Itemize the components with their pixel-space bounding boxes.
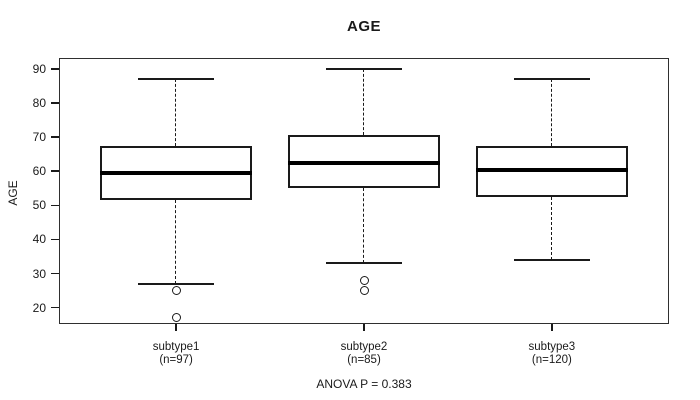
whisker-stem-lower bbox=[175, 200, 177, 284]
y-tick-mark bbox=[51, 136, 59, 138]
whisker-cap-lower bbox=[513, 258, 590, 261]
median-line bbox=[100, 170, 253, 175]
y-tick-mark bbox=[51, 204, 59, 207]
outlier-point bbox=[171, 313, 181, 323]
whisker-cap-lower bbox=[326, 262, 402, 265]
y-tick-mark bbox=[51, 272, 59, 275]
x-group-label: subtype1 bbox=[152, 341, 200, 353]
y-tick-label: 20 bbox=[32, 300, 46, 315]
whisker-cap-upper bbox=[138, 78, 215, 81]
median-line bbox=[475, 167, 628, 172]
whisker-cap-upper bbox=[513, 78, 590, 81]
whisker-stem-upper bbox=[551, 79, 553, 146]
y-tick-label: 80 bbox=[32, 96, 46, 110]
y-tick-mark bbox=[51, 170, 59, 172]
whisker-cap-upper bbox=[326, 67, 402, 70]
x-group-sublabel: (n=120) bbox=[531, 354, 572, 366]
chart-title: AGE bbox=[346, 18, 381, 35]
whisker-stem-upper bbox=[363, 68, 365, 136]
y-tick-mark bbox=[51, 238, 59, 241]
outlier-point bbox=[359, 275, 369, 285]
x-group-sublabel: (n=97) bbox=[159, 354, 193, 366]
whisker-stem-lower bbox=[363, 188, 365, 264]
median-line bbox=[288, 160, 440, 165]
whisker-stem-upper bbox=[175, 79, 177, 146]
x-group-sublabel: (n=85) bbox=[347, 354, 381, 366]
x-group-label: subtype3 bbox=[528, 341, 576, 353]
y-tick-label: 70 bbox=[32, 130, 46, 145]
y-tick-label: 50 bbox=[32, 198, 46, 213]
x-tick-mark bbox=[551, 324, 553, 331]
outlier-point bbox=[171, 286, 181, 296]
outlier-point bbox=[359, 286, 369, 296]
y-tick-label: 40 bbox=[32, 232, 46, 247]
y-tick-mark bbox=[51, 68, 59, 70]
whisker-stem-lower bbox=[551, 196, 553, 260]
y-tick-label: 60 bbox=[32, 164, 46, 179]
whisker-cap-lower bbox=[138, 282, 215, 285]
x-group-label: subtype2 bbox=[340, 341, 388, 353]
x-tick-mark bbox=[175, 324, 177, 331]
y-tick-mark bbox=[51, 102, 59, 104]
y-tick-mark bbox=[51, 306, 59, 309]
anova-p-annotation: ANOVA P = 0.383 bbox=[316, 377, 412, 391]
y-tick-label: 90 bbox=[32, 61, 46, 76]
x-tick-mark bbox=[363, 324, 365, 331]
y-tick-label: 30 bbox=[32, 266, 46, 281]
